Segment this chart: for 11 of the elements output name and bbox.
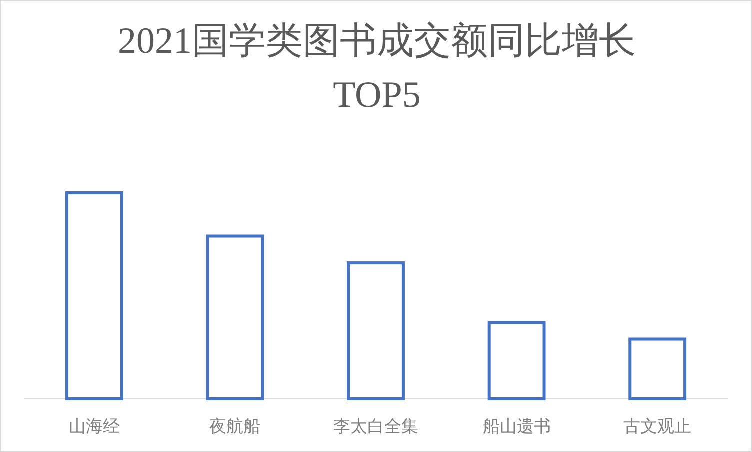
x-tick-label: 山海经 <box>68 417 120 436</box>
bar <box>206 234 264 400</box>
chart-title: 2021国学类图书成交额同比增长TOP5 <box>117 20 637 118</box>
bar <box>347 262 405 400</box>
x-tick-label: 古文观止 <box>624 417 692 436</box>
x-tick-label: 夜航船 <box>210 417 261 436</box>
bar <box>628 338 687 400</box>
x-tick-label: 李太白全集 <box>334 417 418 436</box>
bar <box>65 192 124 400</box>
bar <box>488 321 546 400</box>
x-tick-label: 船山遗书 <box>482 417 551 436</box>
